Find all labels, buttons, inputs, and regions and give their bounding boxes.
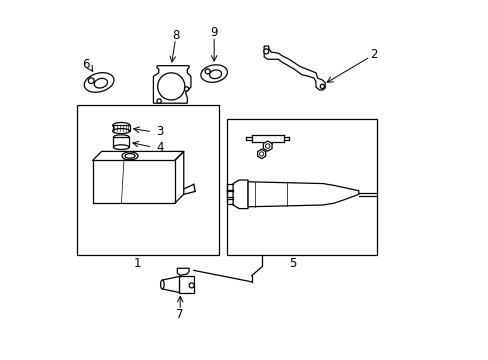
Circle shape <box>259 152 263 156</box>
Circle shape <box>157 73 184 100</box>
Text: 2: 2 <box>369 48 377 61</box>
Circle shape <box>320 84 324 89</box>
Polygon shape <box>162 276 179 293</box>
Ellipse shape <box>122 152 138 160</box>
Circle shape <box>88 78 94 84</box>
Ellipse shape <box>112 129 130 134</box>
Polygon shape <box>177 268 189 275</box>
Ellipse shape <box>113 145 129 149</box>
Ellipse shape <box>209 70 221 78</box>
Polygon shape <box>233 180 247 208</box>
Ellipse shape <box>84 73 114 92</box>
Text: 4: 4 <box>156 141 163 154</box>
Circle shape <box>157 99 161 103</box>
Bar <box>113 137 129 147</box>
Ellipse shape <box>113 135 129 139</box>
Text: 6: 6 <box>81 58 89 72</box>
Polygon shape <box>264 46 325 90</box>
Polygon shape <box>247 182 358 207</box>
Text: 1: 1 <box>133 257 141 270</box>
Circle shape <box>263 49 268 54</box>
Bar <box>112 125 130 131</box>
Text: 3: 3 <box>156 125 163 138</box>
Circle shape <box>184 87 188 91</box>
Polygon shape <box>153 66 190 103</box>
Text: 8: 8 <box>171 29 179 42</box>
Text: 9: 9 <box>210 26 218 39</box>
Ellipse shape <box>94 78 107 88</box>
Circle shape <box>265 144 269 148</box>
Bar <box>226 119 376 255</box>
Bar <box>77 105 219 255</box>
Polygon shape <box>263 141 271 151</box>
Ellipse shape <box>112 122 130 128</box>
Ellipse shape <box>201 65 227 82</box>
Ellipse shape <box>160 280 164 289</box>
Text: 5: 5 <box>288 257 296 270</box>
Circle shape <box>205 69 210 74</box>
Text: 7: 7 <box>176 308 183 321</box>
Ellipse shape <box>125 154 135 158</box>
Circle shape <box>189 283 194 288</box>
Polygon shape <box>257 149 265 158</box>
Polygon shape <box>179 276 194 293</box>
